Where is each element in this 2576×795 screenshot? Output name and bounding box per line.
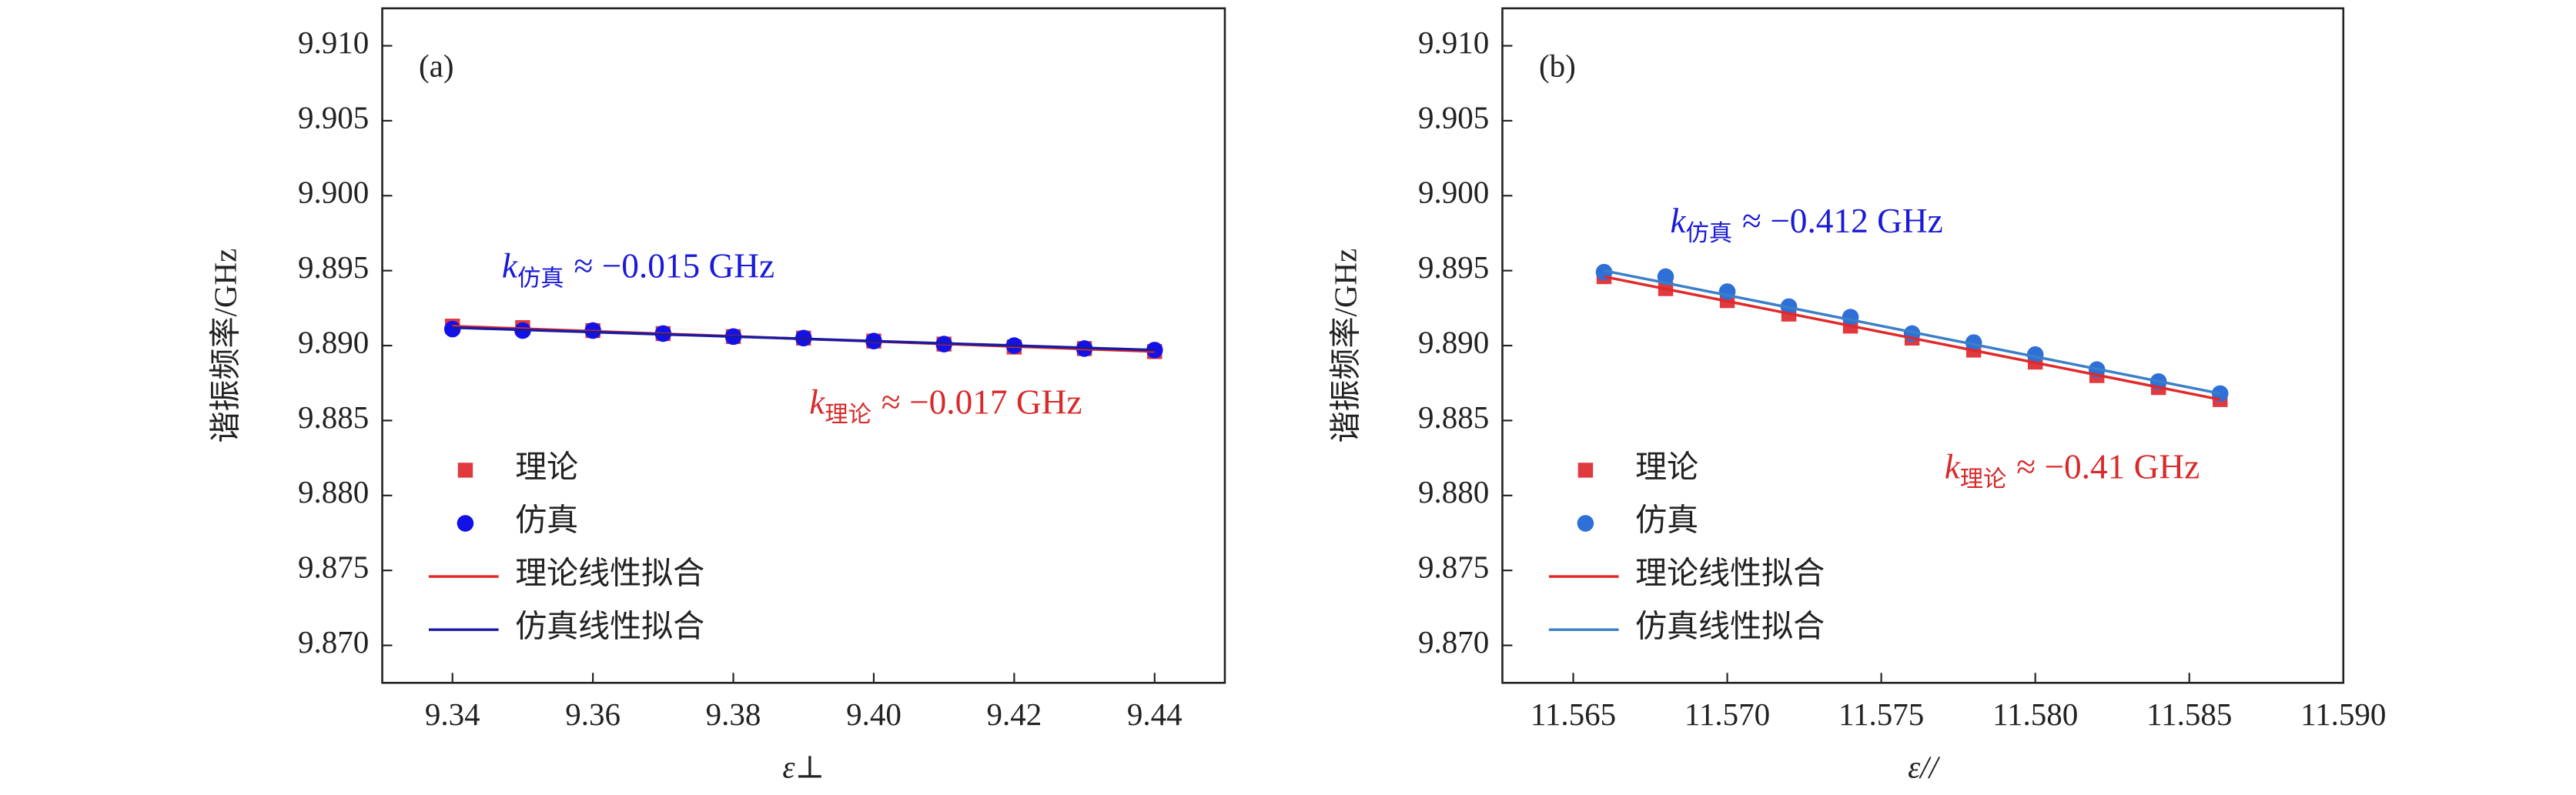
y-tick-label: 9.910	[298, 25, 369, 60]
legend-label: 仿真线性拟合	[1635, 609, 1825, 644]
x-tick-label: 9.42	[986, 696, 1042, 732]
x-tick-label: 11.590	[2300, 696, 2386, 732]
x-tick-label: 9.34	[425, 696, 480, 732]
y-tick-label: 9.885	[1418, 399, 1489, 435]
y-tick-label: 9.880	[298, 474, 369, 509]
annotation-sub: 理论	[1960, 466, 2006, 493]
x-axis-label: ε//	[1908, 749, 1941, 784]
y-tick-label: 9.870	[1418, 624, 1489, 660]
y-tick-label: 9.885	[298, 399, 369, 435]
x-tick-label: 11.565	[1531, 696, 1616, 732]
legend-label: 理论	[1635, 449, 1698, 484]
y-axis-label: 谐振频率/GHz	[208, 249, 243, 443]
annotation: k仿真 ≈ −0.015 GHz	[502, 247, 774, 292]
x-tick-label: 9.36	[565, 696, 621, 732]
data-point	[1965, 334, 1982, 351]
y-tick-label: 9.905	[298, 99, 369, 135]
legend-marker	[457, 515, 474, 532]
x-tick-label: 11.570	[1684, 696, 1770, 732]
x-axis-label: ε⊥	[782, 749, 825, 784]
annotation-text: ≈ −0.41 GHz	[2016, 448, 2200, 486]
y-tick-label: 9.875	[1418, 549, 1489, 585]
panel-label: (a)	[419, 48, 454, 83]
fit-line	[1604, 275, 2221, 401]
annotation-k: k	[1945, 448, 1961, 486]
annotation-k: k	[502, 247, 518, 286]
annotation-text: ≈ −0.412 GHz	[1742, 202, 1943, 240]
y-tick-label: 9.900	[298, 175, 369, 210]
annotation: k理论 ≈ −0.41 GHz	[1945, 448, 2200, 493]
y-tick-label: 9.870	[298, 624, 369, 660]
y-tick-label: 9.890	[1418, 324, 1489, 359]
annotation-sub: 理论	[825, 401, 871, 427]
legend-label: 仿真	[1635, 502, 1698, 537]
annotation-sub: 仿真	[1686, 220, 1732, 246]
legend-label: 仿真线性拟合	[515, 609, 704, 644]
annotation-k: k	[809, 383, 825, 422]
y-tick-label: 9.905	[1418, 99, 1489, 135]
legend-marker	[1577, 515, 1594, 532]
x-tick-label: 9.38	[706, 696, 761, 732]
y-tick-label: 9.890	[298, 324, 369, 359]
legend-marker	[1577, 463, 1594, 478]
legend-label: 理论	[515, 449, 578, 484]
y-tick-label: 9.895	[1418, 249, 1489, 285]
plot-frame	[1501, 7, 2345, 684]
x-tick-label: 11.575	[1838, 696, 1924, 732]
panel-label: (b)	[1539, 48, 1576, 83]
annotation-text: ≈ −0.015 GHz	[574, 247, 774, 286]
x-tick-label: 9.44	[1127, 696, 1183, 732]
y-tick-label: 9.875	[298, 549, 369, 585]
x-tick-label: 11.585	[2146, 696, 2232, 732]
x-tick-label: 11.580	[1992, 696, 2078, 732]
y-tick-label: 9.910	[1418, 25, 1489, 60]
annotation: k仿真 ≈ −0.412 GHz	[1671, 202, 1943, 246]
y-axis-label: 谐振频率/GHz	[1328, 249, 1363, 443]
annotation: k理论 ≈ −0.017 GHz	[809, 383, 1082, 428]
annotation-k: k	[1671, 202, 1687, 240]
y-tick-label: 9.880	[1418, 474, 1489, 509]
fit-line	[452, 326, 1155, 352]
annotation-text: ≈ −0.017 GHz	[882, 383, 1082, 422]
y-tick-label: 9.900	[1418, 175, 1489, 210]
legend-label: 仿真	[515, 502, 578, 537]
legend-marker	[457, 463, 473, 478]
x-tick-label: 9.40	[846, 696, 902, 732]
fit-line	[1604, 269, 2221, 396]
legend-label: 理论线性拟合	[515, 556, 704, 591]
legend-label: 理论线性拟合	[1635, 556, 1825, 591]
y-tick-label: 9.895	[298, 249, 369, 285]
data-point	[1842, 309, 1859, 326]
annotation-sub: 仿真	[517, 265, 564, 291]
